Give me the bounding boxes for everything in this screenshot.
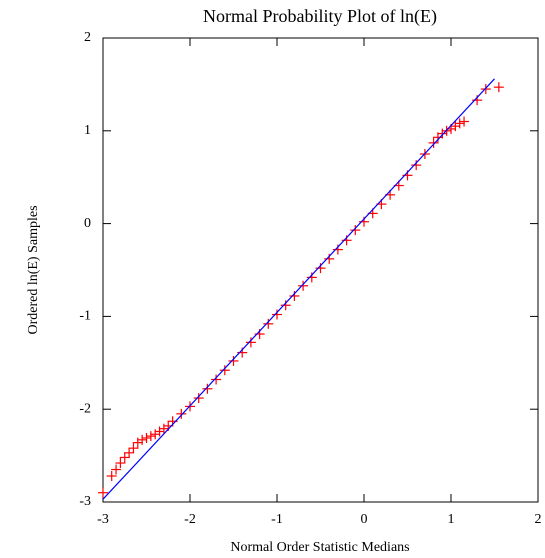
point (128, 443, 139, 454)
point (298, 280, 309, 291)
y-axis-label: Ordered ln(E) Samples (26, 205, 41, 334)
chart-title: Normal Probability Plot of ln(E) (203, 6, 437, 27)
point (219, 365, 230, 376)
point (459, 116, 470, 127)
point (228, 355, 239, 366)
point (98, 487, 108, 498)
y-tick-label: 0 (84, 216, 91, 231)
point (350, 225, 361, 236)
point (211, 374, 222, 385)
point (141, 432, 152, 443)
point (493, 82, 504, 93)
point (450, 121, 461, 132)
point (158, 423, 169, 434)
point (289, 290, 300, 301)
x-tick-label: 0 (361, 512, 368, 527)
point (150, 429, 161, 440)
point (115, 458, 126, 469)
point (124, 447, 135, 458)
point (280, 300, 291, 311)
point (454, 118, 465, 129)
point (332, 244, 343, 255)
point (315, 263, 326, 274)
x-axis-label: Normal Order Statistic Medians (230, 540, 409, 555)
y-tick-label: 1 (84, 123, 91, 138)
fit-line (102, 78, 495, 500)
x-tick-label: -2 (184, 512, 196, 527)
point (306, 272, 317, 283)
plot-frame (102, 37, 539, 503)
point (202, 383, 213, 394)
point (428, 137, 439, 148)
point (106, 471, 117, 482)
point (137, 434, 148, 445)
point (193, 393, 204, 404)
point (263, 318, 274, 329)
point (145, 431, 156, 442)
x-tick-label: 2 (535, 512, 542, 527)
y-tick-label: -2 (79, 401, 91, 416)
x-tick-label: 1 (448, 512, 455, 527)
point (272, 309, 282, 320)
y-tick-label: -3 (79, 494, 91, 509)
point (119, 452, 130, 463)
point (132, 437, 143, 448)
x-tick-label: -3 (97, 512, 109, 527)
x-tick-label: -1 (271, 512, 283, 527)
point (176, 408, 187, 419)
point (245, 337, 256, 348)
point (324, 253, 335, 264)
point (411, 160, 422, 171)
y-tick-label: 2 (84, 30, 91, 45)
point (111, 464, 122, 475)
y-tick-label: -1 (79, 309, 91, 324)
